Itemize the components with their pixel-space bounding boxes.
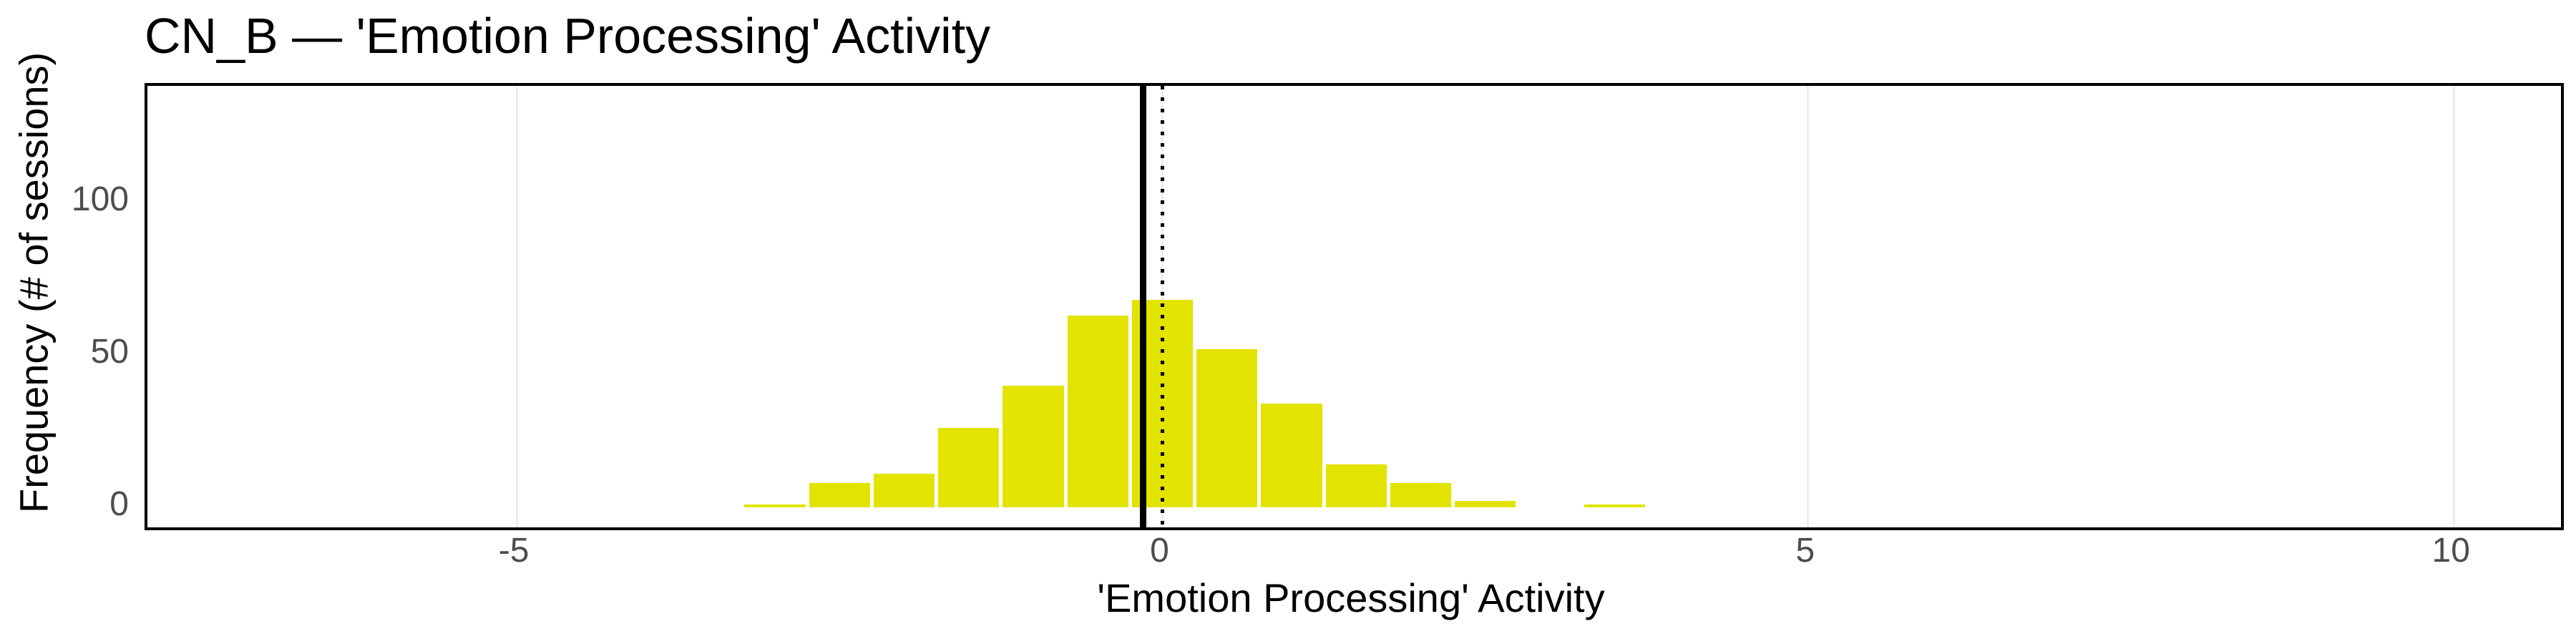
histogram-bar: [1002, 385, 1064, 507]
histogram-bar: [873, 474, 935, 507]
y-tick-label: 50: [90, 333, 129, 371]
y-tick-label: 0: [109, 484, 129, 523]
vertical-gridline: [2452, 86, 2455, 527]
histogram-bar: [809, 482, 870, 507]
histogram-bar: [1390, 482, 1452, 507]
histogram-bar: [1261, 404, 1322, 507]
histogram-bar: [744, 504, 806, 507]
histogram-bar: [1067, 315, 1128, 507]
x-tick-label: -5: [498, 532, 530, 570]
histogram-bar: [1325, 464, 1387, 507]
chart-title: CN_B — 'Emotion Processing' Activity: [145, 8, 991, 64]
zero-reference-line: [1161, 86, 1164, 527]
x-tick-label: 10: [2431, 532, 2470, 570]
histogram-bar: [1455, 501, 1516, 507]
x-tick-label: 5: [1795, 532, 1815, 570]
plot-panel: [145, 83, 2564, 530]
vertical-gridline: [515, 86, 518, 527]
y-tick-label: 100: [71, 180, 129, 219]
mean-line: [1139, 86, 1146, 527]
histogram-bar: [938, 428, 1000, 507]
histogram-bar: [1196, 348, 1258, 507]
x-tick-label: 0: [1150, 532, 1169, 570]
histogram-bar: [1584, 504, 1645, 507]
vertical-gridline: [1807, 86, 1810, 527]
y-axis-title: Frequency (# of sessions): [11, 52, 57, 514]
x-axis-title: 'Emotion Processing' Activity: [1097, 575, 1605, 620]
plot-area: [147, 86, 2561, 527]
